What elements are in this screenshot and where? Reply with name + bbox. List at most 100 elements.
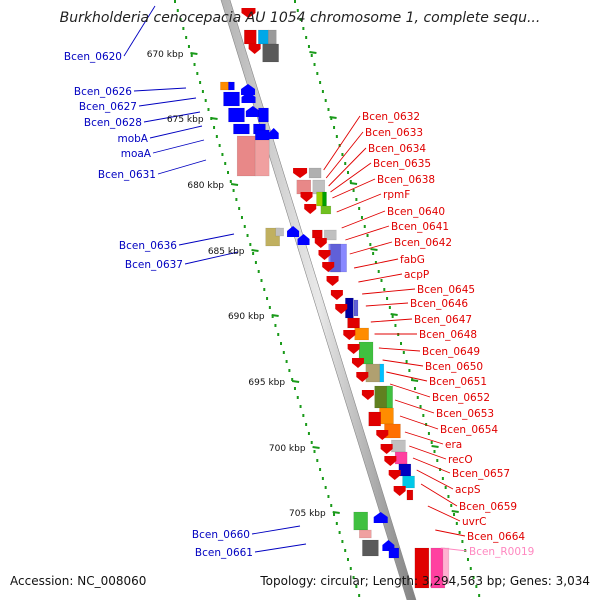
leader-line (370, 318, 413, 323)
leader-lines-layer (123, 5, 468, 553)
right-gene-label-acpp: acpP (404, 269, 429, 281)
gene-block (228, 81, 235, 91)
leader-line (378, 347, 421, 352)
scale-dot-left (307, 432, 310, 435)
backbone-layer (220, 0, 417, 600)
scale-dot-right (355, 198, 358, 201)
kbp-tick (309, 51, 317, 54)
right-gene-label-bcen-0646: Bcen_0646 (410, 298, 468, 310)
scale-dot-left (324, 486, 327, 489)
leader-line (353, 258, 399, 269)
leader-line (435, 529, 466, 537)
left-gene-label-bcen-0620: Bcen_0620 (64, 51, 122, 63)
gene-arrow-reverse (318, 250, 331, 260)
gene-arrow-forward (245, 106, 260, 117)
scale-dot-right (478, 594, 481, 597)
scale-dot-left (263, 288, 266, 291)
scale-dot-left (201, 90, 204, 93)
gene-arrow-reverse (293, 168, 308, 178)
scale-dot-left (316, 459, 319, 462)
left-gene-label-bcen-0628: Bcen_0628 (84, 117, 142, 129)
gene-arrow-reverse (356, 372, 369, 382)
right-gene-label-reco: recO (448, 454, 473, 466)
kbp-tick (370, 248, 378, 251)
right-gene-label-bcen-0647: Bcen_0647 (414, 314, 472, 326)
scale-dot-left (266, 297, 269, 300)
leader-line (382, 359, 424, 367)
scale-dot-left (319, 468, 322, 471)
scale-dot-right (319, 81, 322, 84)
kbp-tick (210, 117, 218, 120)
gene-block (353, 511, 368, 531)
gene-block (388, 547, 400, 559)
scale-dot-left (274, 324, 277, 327)
kbp-tick (230, 183, 239, 186)
scale-dot-left (235, 198, 238, 201)
scale-dot-right (296, 9, 299, 12)
gene-arrow-forward (241, 84, 256, 95)
scale-dot-left (185, 36, 188, 39)
map-title: Burkholderia cenocepacia AU 1054 chromos… (59, 10, 541, 26)
leader-line (332, 178, 376, 199)
scale-dot-right (441, 477, 444, 480)
right-gene-label-bcen-0645: Bcen_0645 (417, 284, 475, 296)
scale-dot-right (374, 261, 377, 264)
gene-arrow-reverse (248, 44, 261, 54)
gene-block (316, 191, 323, 207)
right-gene-label-bcen-0642: Bcen_0642 (394, 237, 452, 249)
scale-dot-right (430, 441, 433, 444)
right-gene-label-fabg: fabG (400, 254, 425, 266)
gene-block (312, 229, 323, 239)
scale-dot-right (333, 126, 336, 129)
scale-dot-right (450, 504, 453, 507)
leader-line (412, 457, 451, 474)
kbp-tick (291, 380, 300, 383)
scale-dot-right (453, 513, 456, 516)
leader-line (123, 5, 156, 57)
scale-dot-right (383, 288, 386, 291)
scale-dot-right (469, 567, 472, 570)
scale-dot-left (293, 387, 296, 390)
gene-block (322, 191, 327, 207)
gene-arrow-reverse (300, 192, 313, 202)
right-gene-label-bcen-0638: Bcen_0638 (377, 174, 435, 186)
leader-line (420, 483, 458, 507)
scale-dot-left (227, 171, 230, 174)
scale-dot-left (174, 0, 176, 3)
leader-line (133, 87, 187, 92)
left-gene-label-moaa: moaA (121, 148, 152, 160)
scale-dot-left (215, 135, 218, 138)
gene-block (386, 385, 393, 409)
scale-dot-right (439, 468, 442, 471)
scale-dot-left (296, 396, 299, 399)
right-gene-label-bcen-0650: Bcen_0650 (425, 361, 483, 373)
scale-dot-right (321, 90, 324, 93)
leader-line (409, 445, 447, 460)
scale-dot-left (344, 549, 347, 552)
scale-dot-right (341, 153, 344, 156)
scale-dot-right (386, 297, 389, 300)
scale-dot-left (199, 81, 202, 84)
left-gene-label-bcen-0660: Bcen_0660 (192, 529, 250, 541)
gene-block (296, 179, 312, 195)
scale-dot-right (397, 333, 400, 336)
scale-dot-left (176, 9, 179, 12)
kbp-label: 685 kbp (208, 247, 245, 257)
right-gene-label-uvrc: uvrC (462, 516, 487, 528)
scale-dot-right (400, 342, 403, 345)
kbp-tick (431, 445, 439, 448)
scale-dot-left (352, 576, 355, 579)
scale-dot-right (294, 0, 296, 3)
right-gene-label-bcen-0653: Bcen_0653 (436, 408, 494, 420)
scale-dot-right (461, 540, 464, 543)
gene-arrow-forward (297, 234, 310, 245)
gene-block (258, 107, 269, 123)
scale-dot-left (282, 351, 285, 354)
right-gene-label-rpmf: rpmF (383, 189, 410, 201)
leader-line (416, 469, 454, 490)
leader-line (341, 210, 386, 229)
gene-block (255, 129, 270, 141)
right-gene-label-bcen-0633: Bcen_0633 (365, 127, 423, 139)
leader-line (157, 159, 207, 175)
